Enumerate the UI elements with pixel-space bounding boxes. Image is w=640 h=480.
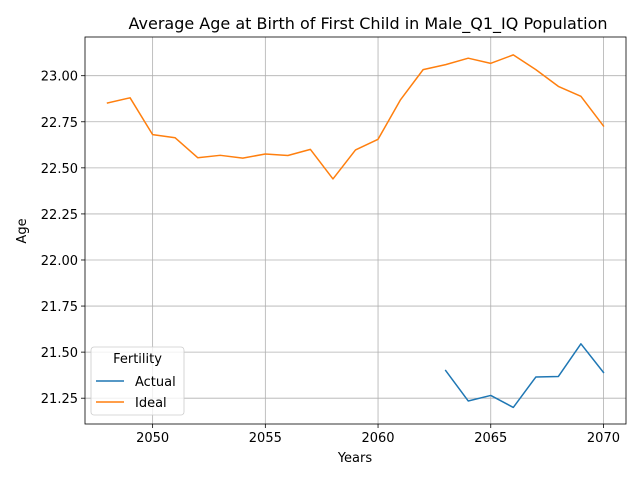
legend-frame <box>90 346 185 416</box>
x-tick-label: 2050 <box>136 431 169 446</box>
legend: Fertility Actual Ideal <box>90 346 185 416</box>
y-tick-label: 21.50 <box>41 346 78 361</box>
y-tick-label: 22.25 <box>41 208 78 223</box>
ticks: 2050 2055 2060 2065 2070 21.25 21.50 21.75 22.00… <box>41 70 620 446</box>
series <box>106 54 605 409</box>
legend-label-actual: Actual <box>135 375 176 390</box>
x-tick-label: 2065 <box>474 431 507 446</box>
y-axis-label: Age <box>15 218 30 243</box>
chart-title: Average Age at Birth of First Child in M… <box>129 14 608 34</box>
series-line-actual <box>444 343 605 409</box>
y-tick-label: 22.00 <box>41 254 78 269</box>
grid <box>85 37 626 424</box>
x-tick-label: 2055 <box>249 431 282 446</box>
x-tick-label: 2060 <box>361 431 394 446</box>
x-tick-label: 2070 <box>587 431 620 446</box>
y-tick-label: 22.75 <box>41 116 78 131</box>
y-tick-label: 21.75 <box>41 300 78 315</box>
y-tick-label: 23.00 <box>41 70 78 85</box>
series-line-ideal <box>106 54 605 180</box>
x-axis-label: Years <box>337 451 373 466</box>
y-tick-label: 22.50 <box>41 162 78 177</box>
plot-frame <box>84 36 627 425</box>
legend-title: Fertility <box>113 352 162 367</box>
y-tick-label: 21.25 <box>41 392 78 407</box>
legend-label-ideal: Ideal <box>135 396 167 411</box>
